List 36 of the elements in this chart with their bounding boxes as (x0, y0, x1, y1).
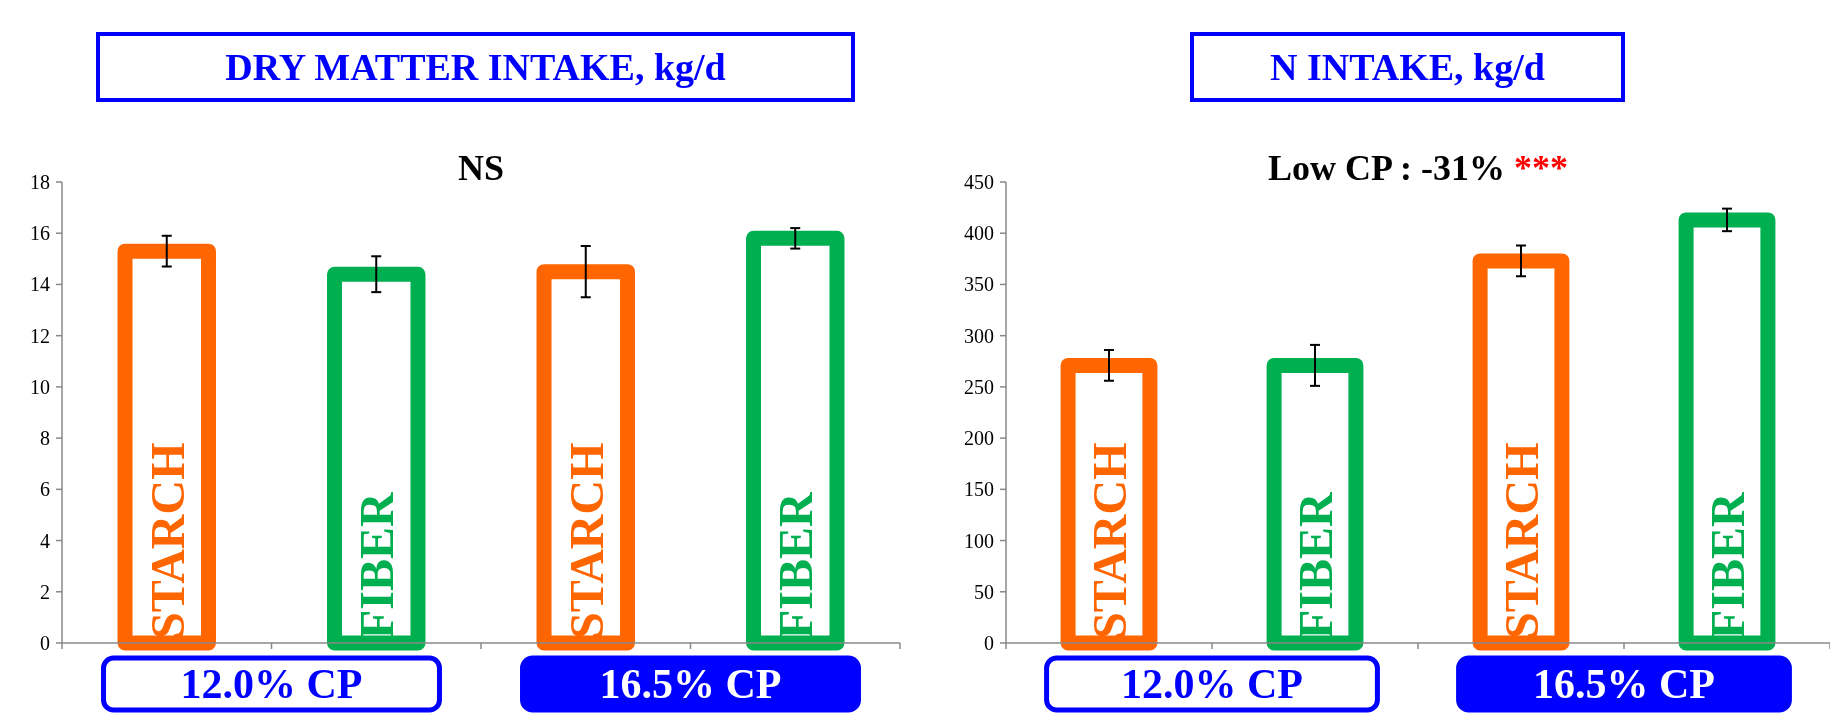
y-tick-label: 250 (964, 375, 994, 398)
chart-subtitle: Low CP : -31% *** (1268, 148, 1568, 188)
x-tick-label: FIBER (1288, 490, 1342, 639)
y-tick-label: 0 (984, 632, 994, 654)
y-tick-label: 100 (964, 529, 994, 552)
y-tick-label: 50 (974, 580, 994, 603)
y-tick-label: 0 (40, 632, 50, 654)
y-tick-label: 6 (40, 478, 50, 501)
y-tick-label: 200 (964, 427, 994, 450)
chart-title: DRY MATTER INTAKE, kg/d (225, 46, 726, 88)
x-tick-label: STARCH (559, 442, 613, 639)
y-tick-label: 18 (30, 171, 50, 193)
text: 12.0% CP (180, 661, 363, 707)
y-tick-label: 14 (30, 273, 50, 296)
text: 12.0% CP (1121, 661, 1303, 707)
x-tick-label: FIBER (1700, 490, 1754, 639)
x-tick-label: STARCH (1082, 442, 1136, 639)
y-tick-label: 10 (30, 375, 50, 398)
chart-subtitle: NS (457, 148, 505, 188)
y-tick-label: 300 (964, 324, 994, 347)
x-tick-label: FIBER (350, 490, 404, 639)
text: 16.5% CP (599, 661, 782, 707)
y-tick-label: 8 (40, 427, 50, 450)
y-tick-label: 12 (30, 324, 50, 347)
chart-title: N INTAKE, kg/d (1270, 46, 1545, 88)
y-tick-label: 150 (964, 478, 994, 501)
y-tick-label: 450 (964, 171, 994, 193)
x-tick-label: STARCH (140, 442, 194, 639)
text: 16.5% CP (1533, 661, 1715, 707)
y-tick-label: 2 (40, 580, 50, 603)
x-tick-label: FIBER (769, 490, 823, 639)
y-tick-label: 400 (964, 222, 994, 245)
x-tick-label: STARCH (1494, 442, 1548, 639)
y-tick-label: 4 (40, 529, 50, 552)
y-tick-label: 350 (964, 273, 994, 296)
y-tick-label: 16 (30, 222, 50, 245)
